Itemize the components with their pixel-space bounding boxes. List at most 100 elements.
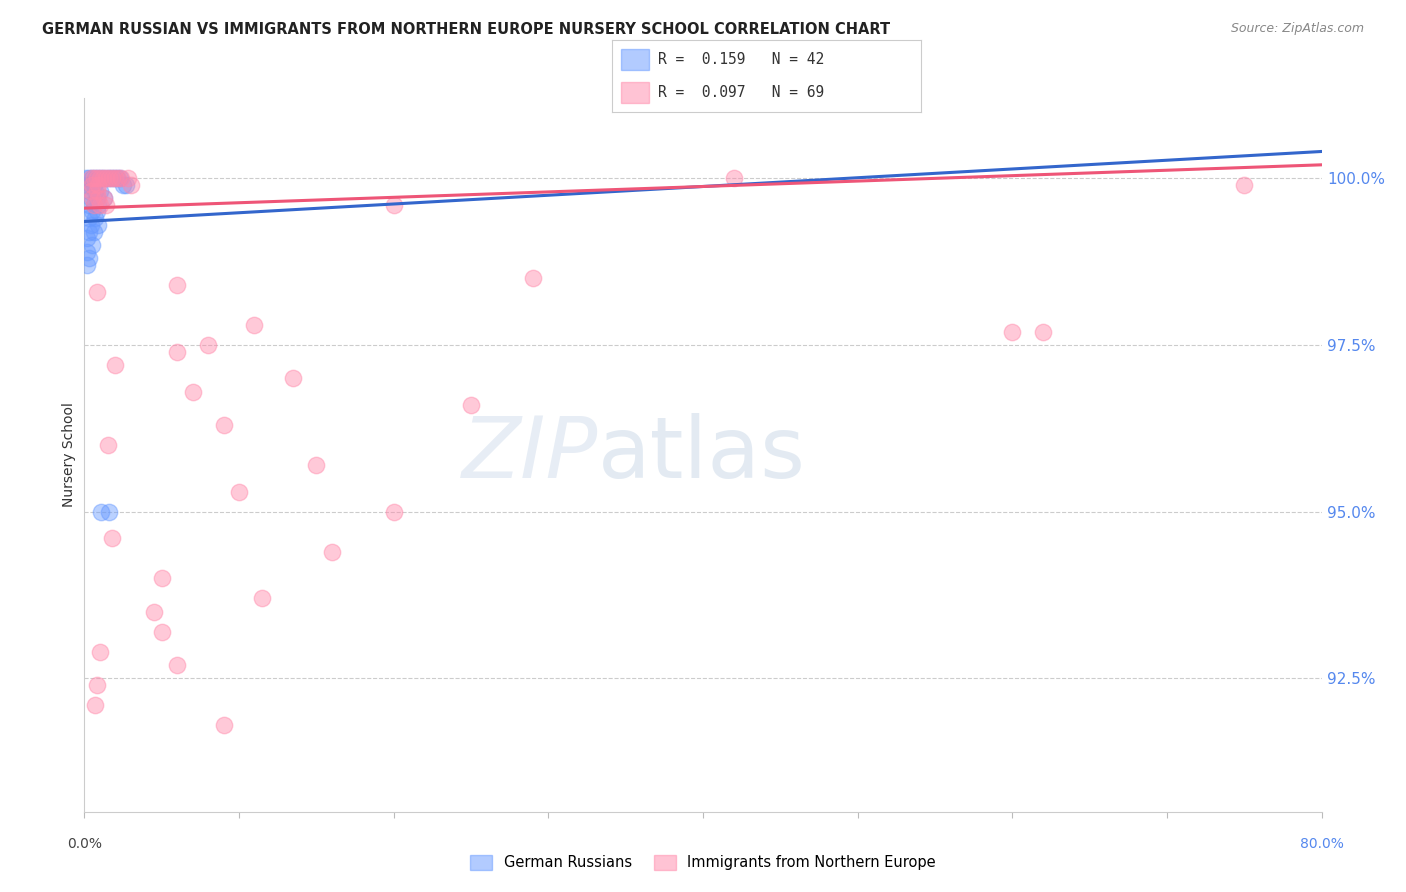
Point <box>87 198 110 212</box>
Point <box>321 544 343 558</box>
Point <box>212 417 235 432</box>
Point <box>77 171 100 186</box>
Text: GERMAN RUSSIAN VS IMMIGRANTS FROM NORTHERN EUROPE NURSERY SCHOOL CORRELATION CHA: GERMAN RUSSIAN VS IMMIGRANTS FROM NORTHE… <box>42 22 890 37</box>
Point <box>89 171 111 186</box>
Point <box>228 484 250 499</box>
Point <box>101 171 124 186</box>
Text: 80.0%: 80.0% <box>1299 837 1344 851</box>
Point <box>98 171 121 186</box>
Point <box>460 398 482 412</box>
Point <box>1233 178 1256 192</box>
Point <box>82 237 104 252</box>
Point <box>87 218 110 232</box>
Point <box>97 171 120 186</box>
Y-axis label: Nursery School: Nursery School <box>62 402 76 508</box>
Point <box>97 438 120 452</box>
Point <box>166 277 188 292</box>
Point <box>104 358 127 372</box>
Point <box>82 171 104 186</box>
Point <box>723 171 745 186</box>
Text: atlas: atlas <box>598 413 806 497</box>
Point <box>283 371 305 385</box>
Point <box>86 185 108 199</box>
Point <box>79 178 101 192</box>
Point <box>89 645 111 659</box>
Point <box>89 185 111 199</box>
Point <box>84 171 107 186</box>
Point <box>82 191 104 205</box>
Point <box>93 171 115 186</box>
Point <box>77 251 100 265</box>
Point <box>101 531 124 545</box>
Point <box>86 191 108 205</box>
Point <box>108 171 131 186</box>
Point <box>166 344 188 359</box>
Point <box>1032 325 1054 339</box>
Point <box>382 505 405 519</box>
Point <box>84 698 107 712</box>
Point <box>76 231 98 245</box>
Point <box>76 178 98 192</box>
Point <box>94 198 117 212</box>
Point <box>79 185 101 199</box>
Point <box>120 178 142 192</box>
Legend: German Russians, Immigrants from Northern Europe: German Russians, Immigrants from Norther… <box>464 848 942 876</box>
Point <box>93 191 115 205</box>
Point <box>79 191 101 205</box>
Point <box>84 185 107 199</box>
Point <box>86 204 108 219</box>
Point <box>86 171 108 186</box>
Point <box>181 384 204 399</box>
Point <box>143 605 166 619</box>
Text: R =  0.159   N = 42: R = 0.159 N = 42 <box>658 52 824 67</box>
Point <box>197 338 219 352</box>
Point <box>83 225 105 239</box>
Point <box>77 225 100 239</box>
Point <box>104 171 127 186</box>
Point <box>83 171 105 186</box>
Text: R =  0.097   N = 69: R = 0.097 N = 69 <box>658 85 824 100</box>
Point <box>252 591 274 606</box>
Point <box>86 285 108 299</box>
FancyBboxPatch shape <box>621 81 648 103</box>
FancyBboxPatch shape <box>621 49 648 70</box>
Point <box>93 191 115 205</box>
Point <box>112 178 135 192</box>
Point <box>90 171 112 186</box>
Point <box>382 198 405 212</box>
Point <box>87 171 110 186</box>
Point <box>91 171 114 186</box>
Point <box>76 244 98 259</box>
Point <box>98 505 121 519</box>
Point <box>117 171 139 186</box>
Point <box>87 191 110 205</box>
Point <box>110 171 132 186</box>
Point <box>83 198 105 212</box>
Point <box>79 171 101 186</box>
Point <box>107 171 129 186</box>
Point <box>77 198 100 212</box>
Point <box>75 171 97 186</box>
Point <box>305 458 328 472</box>
Point <box>522 271 544 285</box>
Point <box>150 571 173 585</box>
Point <box>90 505 112 519</box>
Point <box>243 318 266 332</box>
Point <box>83 198 105 212</box>
Text: ZIP: ZIP <box>461 413 598 497</box>
Point <box>1001 325 1024 339</box>
Point <box>83 178 105 192</box>
Point <box>212 718 235 732</box>
Point <box>87 178 110 192</box>
Text: 0.0%: 0.0% <box>67 837 101 851</box>
Point <box>150 624 173 639</box>
Point <box>115 178 138 192</box>
Point <box>76 258 98 272</box>
Text: Source: ZipAtlas.com: Source: ZipAtlas.com <box>1230 22 1364 36</box>
Point <box>103 171 125 186</box>
Point <box>77 211 100 226</box>
Point <box>86 678 108 692</box>
Point <box>94 171 117 186</box>
Point <box>166 658 188 673</box>
Point <box>84 211 107 226</box>
